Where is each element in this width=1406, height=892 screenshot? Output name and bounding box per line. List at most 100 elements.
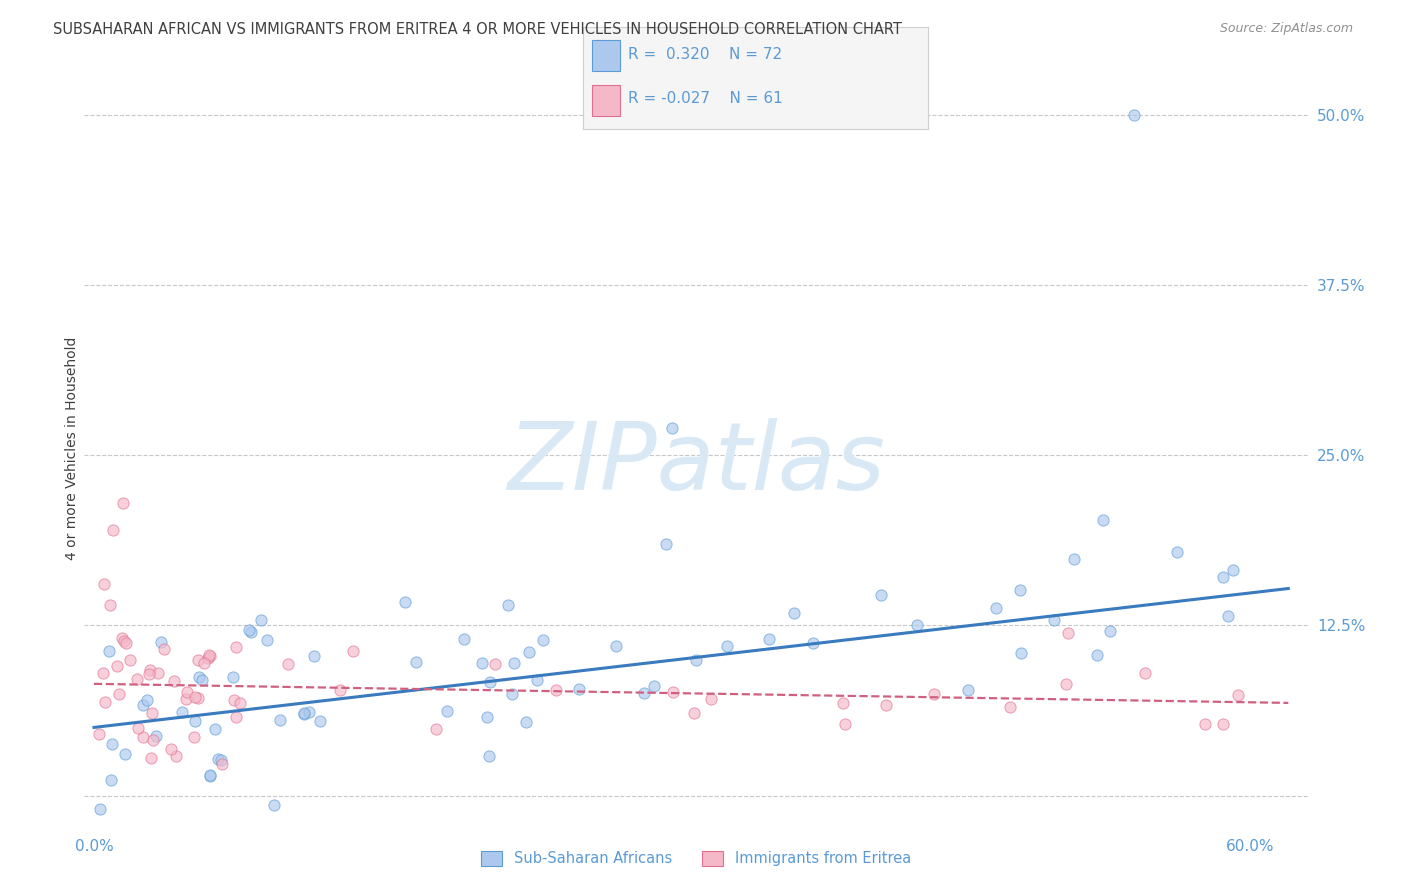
Point xyxy=(204,722,226,736)
Point xyxy=(198,768,221,782)
Point xyxy=(138,663,160,677)
Point xyxy=(831,696,853,710)
Point xyxy=(187,670,209,684)
Point xyxy=(100,599,122,613)
Point xyxy=(238,624,260,638)
Point xyxy=(700,691,723,706)
Point xyxy=(643,679,665,693)
Point xyxy=(165,748,187,763)
Point xyxy=(105,659,128,673)
Point xyxy=(425,722,447,736)
Point xyxy=(470,656,492,670)
Point xyxy=(225,710,247,724)
Text: ZIPatlas: ZIPatlas xyxy=(508,418,884,509)
Point xyxy=(1123,107,1146,121)
Point xyxy=(209,754,232,768)
Point xyxy=(1218,608,1240,623)
Point xyxy=(132,730,155,744)
Point xyxy=(183,730,205,744)
Point xyxy=(531,633,554,648)
Point xyxy=(661,421,683,435)
Point xyxy=(269,714,291,728)
Point xyxy=(263,798,285,813)
Point xyxy=(1212,716,1234,731)
Point xyxy=(141,706,163,721)
Point xyxy=(184,690,207,704)
Point xyxy=(1166,544,1188,558)
Point xyxy=(107,687,129,701)
Point xyxy=(477,709,499,723)
Point xyxy=(1092,512,1115,526)
Point xyxy=(198,648,221,663)
Text: SUBSAHARAN AFRICAN VS IMMIGRANTS FROM ERITREA 4 OR MORE VEHICLES IN HOUSEHOLD CO: SUBSAHARAN AFRICAN VS IMMIGRANTS FROM ER… xyxy=(53,22,903,37)
Point xyxy=(1042,613,1064,627)
Point xyxy=(127,721,149,735)
Point xyxy=(834,717,856,731)
Point xyxy=(517,645,540,659)
Point xyxy=(100,772,122,787)
Point xyxy=(176,685,198,699)
Point xyxy=(87,727,110,741)
Point xyxy=(111,631,134,645)
Point xyxy=(89,802,111,816)
Point xyxy=(309,714,332,728)
Point xyxy=(515,714,537,729)
Point xyxy=(224,693,246,707)
Point xyxy=(240,624,263,639)
Point xyxy=(149,635,172,649)
Point xyxy=(114,636,136,650)
Point xyxy=(139,750,162,764)
Point xyxy=(801,635,824,649)
Point xyxy=(125,672,148,686)
Point xyxy=(225,640,247,655)
Point xyxy=(1222,563,1244,577)
Point xyxy=(870,588,893,602)
Point xyxy=(1194,717,1216,731)
Point xyxy=(1212,570,1234,584)
FancyBboxPatch shape xyxy=(592,86,620,116)
Point xyxy=(292,706,315,721)
Point xyxy=(302,648,325,663)
Point xyxy=(501,687,523,701)
Point xyxy=(478,749,501,764)
Point xyxy=(605,640,627,654)
Point xyxy=(138,667,160,681)
Point xyxy=(160,742,183,756)
Point xyxy=(546,683,568,698)
Point xyxy=(1000,700,1022,714)
Text: R = -0.027    N = 61: R = -0.027 N = 61 xyxy=(628,91,783,106)
Point xyxy=(905,618,928,632)
Point xyxy=(1063,551,1085,566)
Point xyxy=(142,732,165,747)
Point xyxy=(1098,624,1121,639)
Point xyxy=(191,673,214,688)
Point xyxy=(484,657,506,672)
Legend: Sub-Saharan Africans, Immigrants from Eritrea: Sub-Saharan Africans, Immigrants from Er… xyxy=(475,845,917,871)
Point xyxy=(136,692,159,706)
Point xyxy=(568,681,591,696)
Point xyxy=(174,692,197,706)
Point xyxy=(250,613,273,627)
Point xyxy=(405,655,427,669)
Point xyxy=(197,650,219,665)
Point xyxy=(633,686,655,700)
Point xyxy=(1085,648,1108,662)
Point xyxy=(496,599,519,613)
Point xyxy=(526,673,548,687)
Point xyxy=(118,653,141,667)
Point xyxy=(211,757,233,772)
Point xyxy=(682,706,704,721)
Point xyxy=(207,752,229,766)
Point xyxy=(112,634,135,648)
Point xyxy=(479,675,502,690)
Point xyxy=(222,670,245,684)
Point xyxy=(758,632,780,647)
Point xyxy=(298,706,321,720)
Point xyxy=(277,657,299,672)
Point xyxy=(198,769,221,783)
Point xyxy=(187,690,209,705)
Point xyxy=(922,687,945,701)
Point xyxy=(662,684,685,698)
Point xyxy=(394,595,416,609)
Point xyxy=(152,642,174,657)
